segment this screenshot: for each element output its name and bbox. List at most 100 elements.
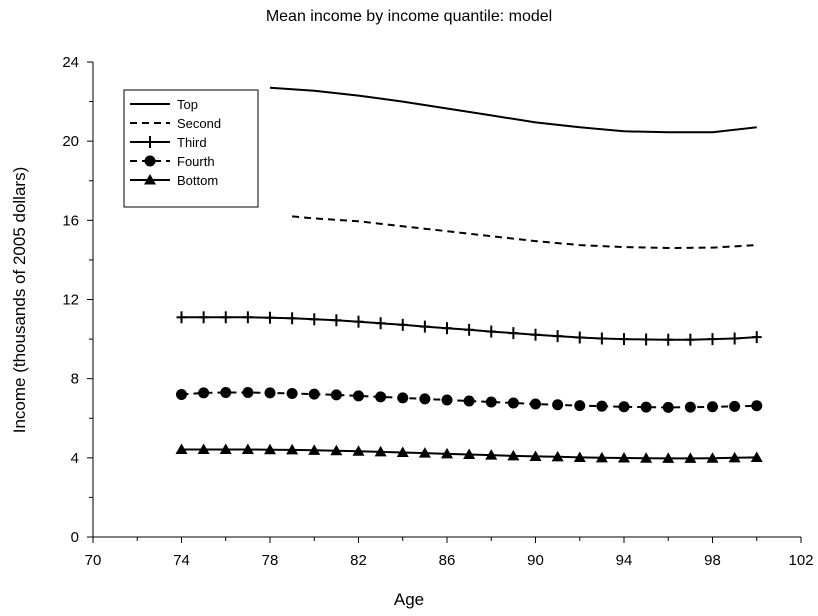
series-top-line [269, 86, 757, 134]
series-third-point [574, 331, 585, 344]
series-fourth [176, 387, 763, 413]
series-bottom [175, 443, 763, 463]
y-tick-label: 24 [62, 54, 79, 71]
series-fourth-point [463, 395, 475, 407]
series-bottom-point [241, 443, 254, 455]
series-third-point [220, 311, 231, 324]
series-fourth-point [684, 401, 696, 413]
series-bottom-point [706, 452, 719, 463]
series-third-point [419, 320, 430, 333]
series-bottom-point [219, 443, 232, 455]
series-bottom-point [485, 449, 498, 460]
series-fourth-point [618, 401, 630, 413]
series-third-point [508, 327, 519, 340]
y-tick-label: 0 [71, 529, 79, 546]
series-third-point [641, 333, 652, 346]
series-fourth-point [729, 400, 741, 412]
series-bottom-point [618, 452, 630, 463]
series-fourth-point [308, 388, 320, 400]
series-bottom-point [463, 448, 476, 459]
series-third-point [198, 311, 209, 324]
legend-second-label: Second [177, 116, 221, 131]
series-fourth-point [375, 391, 387, 403]
series-third-point [176, 311, 187, 324]
series-fourth-point [530, 398, 541, 410]
series-bottom-point [750, 451, 763, 462]
series-bottom-point [286, 443, 299, 455]
series-third-point [287, 312, 298, 325]
series-third-point [464, 323, 475, 336]
series-fourth-point [264, 387, 276, 399]
series-top [269, 86, 757, 134]
series-third-point [397, 318, 408, 331]
series-fourth-point [286, 388, 298, 400]
series-third-point [552, 330, 563, 343]
series-third-point [265, 311, 275, 324]
x-tick-label: 70 [85, 552, 102, 569]
series-third-point [685, 333, 696, 346]
series-third-point [751, 331, 762, 344]
x-tick-label: 82 [350, 552, 367, 569]
series-fourth-point [596, 400, 608, 412]
series-fourth-point [441, 394, 453, 406]
y-tick-label: 16 [62, 212, 79, 229]
chart-title: Mean income by income quantile: model [265, 8, 553, 25]
y-tick-label: 4 [71, 450, 79, 467]
legend-third-label: Third [177, 135, 207, 150]
series-fourth-point [176, 389, 187, 400]
series-bottom-point [197, 443, 210, 455]
x-tick-label: 98 [704, 552, 721, 569]
legend-third-marker [145, 136, 155, 148]
series-bottom-point [374, 445, 387, 457]
x-tick-label: 90 [527, 552, 544, 569]
series-bottom-point [175, 443, 188, 455]
series-bottom-point [662, 452, 675, 463]
series-bottom-point [308, 444, 321, 455]
series-bottom-point [728, 451, 741, 463]
series-fourth-point [507, 397, 519, 409]
series-bottom-point [507, 449, 520, 461]
series-fourth-point [330, 389, 342, 401]
x-tick-label: 94 [616, 552, 633, 569]
series-third-point [309, 313, 320, 326]
series-fourth-point [397, 392, 409, 404]
series-third-point [707, 333, 718, 346]
x-tick-label: 102 [788, 552, 813, 569]
series-third-point [663, 333, 674, 346]
y-tick-label: 12 [62, 292, 79, 309]
series-bottom-point [684, 452, 697, 463]
y-tick-label: 8 [71, 371, 79, 388]
series-third-point [242, 311, 253, 324]
series-third [176, 311, 762, 346]
series-third-point [486, 325, 497, 338]
series-third-point [729, 332, 740, 345]
series-fourth-point [198, 387, 210, 399]
series-fourth-point [574, 400, 586, 412]
x-axis-label: Age [393, 590, 425, 609]
series-third-point [375, 317, 386, 330]
series-bottom-point [595, 451, 608, 463]
legend-fourth-label: Fourth [177, 154, 215, 169]
series-fourth-point [419, 393, 431, 405]
series-second-line [292, 215, 757, 249]
series-bottom-point [529, 450, 542, 461]
series-layer [175, 86, 763, 463]
series-bottom-point [264, 443, 276, 455]
series-fourth-point [662, 401, 674, 413]
x-tick-label: 78 [262, 552, 279, 569]
series-fourth-point [640, 401, 652, 413]
series-fourth-point [707, 401, 718, 413]
series-third-point [596, 332, 607, 345]
series-fourth-point [751, 400, 763, 412]
series-bottom-point [352, 445, 365, 456]
x-tick-label: 74 [173, 552, 190, 569]
legend-bottom-marker [144, 174, 156, 185]
legend-box [123, 89, 259, 208]
legend-bottom-label: Bottom [177, 173, 218, 188]
series-bottom-point [330, 444, 343, 456]
series-second [292, 215, 757, 249]
legend-top-label: Top [177, 97, 198, 112]
series-third-point [619, 333, 629, 346]
series-third-point [530, 328, 541, 341]
